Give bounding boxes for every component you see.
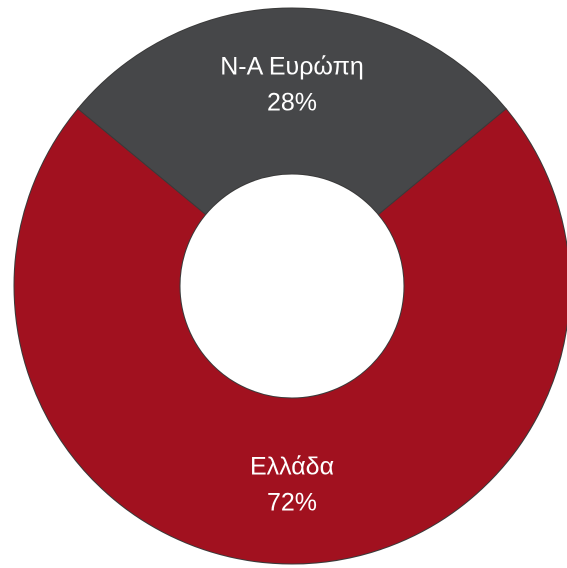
slice-label-na-evropi: Ν-Α Ευρώπη (220, 53, 364, 81)
donut-hole (179, 173, 405, 399)
slice-na-evropi (77, 7, 507, 287)
slice-value-na-evropi: 28% (267, 89, 317, 117)
labels-layer: Ν-Α Ευρώπη 28% Ελλάδα 72% (220, 53, 364, 517)
slice-value-ellada: 72% (267, 489, 317, 517)
slice-label-ellada: Ελλάδα (250, 453, 334, 481)
